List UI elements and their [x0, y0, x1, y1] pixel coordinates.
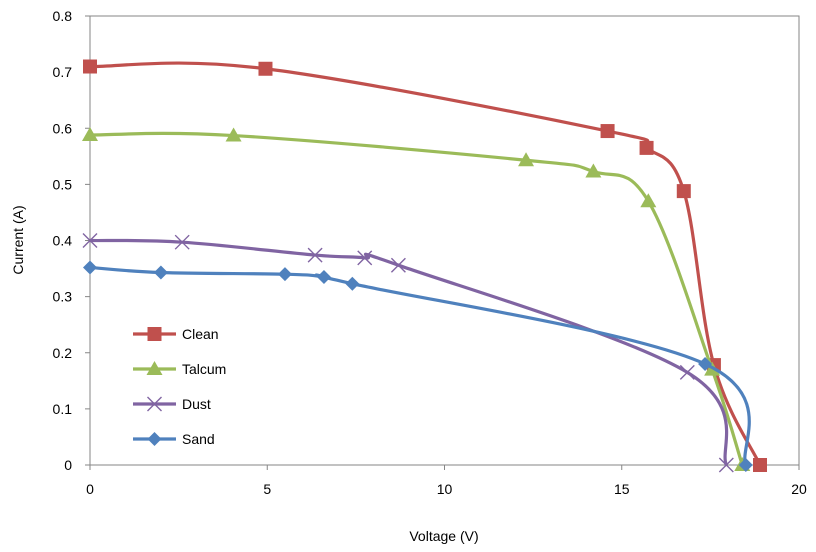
x-tick-label: 20 [791, 481, 807, 497]
data-point-talcum [518, 152, 535, 167]
series-layer [82, 59, 768, 473]
legend-label-talcum: Talcum [182, 361, 226, 377]
data-point-sand [277, 267, 292, 282]
y-tick-label: 0.2 [53, 345, 73, 361]
data-point-sand [83, 260, 97, 275]
legend-marker-clean [147, 327, 162, 341]
x-tick-label: 10 [437, 481, 453, 497]
data-point-sand [698, 356, 713, 371]
data-point-sand [153, 265, 168, 280]
legend-item-talcum: Talcum [133, 361, 226, 377]
legend-marker-dust [147, 396, 162, 412]
data-point-talcum [82, 126, 98, 141]
data-point-dust [679, 364, 695, 380]
y-tick-label: 0.7 [53, 64, 73, 80]
legend-label-sand: Sand [182, 431, 215, 447]
legend-item-sand: Sand [133, 431, 215, 447]
data-point-sand [345, 276, 360, 291]
data-point-clean [676, 184, 691, 199]
y-axis-title: Current (A) [10, 205, 26, 274]
data-point-talcum [640, 193, 657, 208]
y-tick-label: 0.6 [53, 120, 73, 136]
legend: Clean Talcum Dust Sand [133, 326, 226, 447]
series-clean [83, 59, 768, 472]
y-tick-label: 0 [64, 457, 72, 473]
x-tick-label: 0 [86, 481, 94, 497]
legend-marker-talcum [146, 361, 163, 375]
y-tick-label: 0.5 [53, 176, 73, 192]
data-point-talcum [585, 163, 602, 178]
plot-area [89, 15, 800, 466]
data-point-sand [738, 458, 753, 472]
data-point-dust [82, 233, 98, 248]
data-point-clean [258, 61, 273, 76]
y-tick-label: 0.1 [53, 401, 73, 417]
series-dust [82, 233, 734, 473]
legend-marker-sand [147, 432, 162, 446]
data-point-dust [357, 250, 373, 266]
data-point-dust [718, 457, 734, 473]
data-point-dust [174, 234, 190, 250]
x-tick-label: 5 [263, 481, 271, 497]
data-point-talcum [225, 127, 242, 142]
x-tick-label: 15 [614, 481, 630, 497]
legend-item-dust: Dust [133, 396, 211, 412]
data-point-dust [390, 257, 406, 273]
data-point-clean [753, 458, 768, 472]
series-sand [83, 260, 753, 472]
data-point-sand [316, 269, 331, 284]
legend-label-clean: Clean [182, 326, 219, 342]
data-point-clean [83, 59, 97, 74]
legend-label-dust: Dust [182, 396, 211, 412]
x-axis-title: Voltage (V) [409, 528, 478, 544]
data-point-dust [307, 247, 323, 263]
y-tick-label: 0.8 [53, 8, 73, 24]
axes: 0 5 10 15 20 0 0.1 0.2 0.3 0.4 0.5 0.6 0.7 0.8 [53, 8, 807, 497]
y-tick-label: 0.3 [53, 289, 73, 305]
data-point-clean [639, 140, 654, 155]
y-tick-label: 0.4 [53, 233, 73, 249]
data-point-clean [600, 124, 615, 139]
legend-item-clean: Clean [133, 326, 219, 342]
